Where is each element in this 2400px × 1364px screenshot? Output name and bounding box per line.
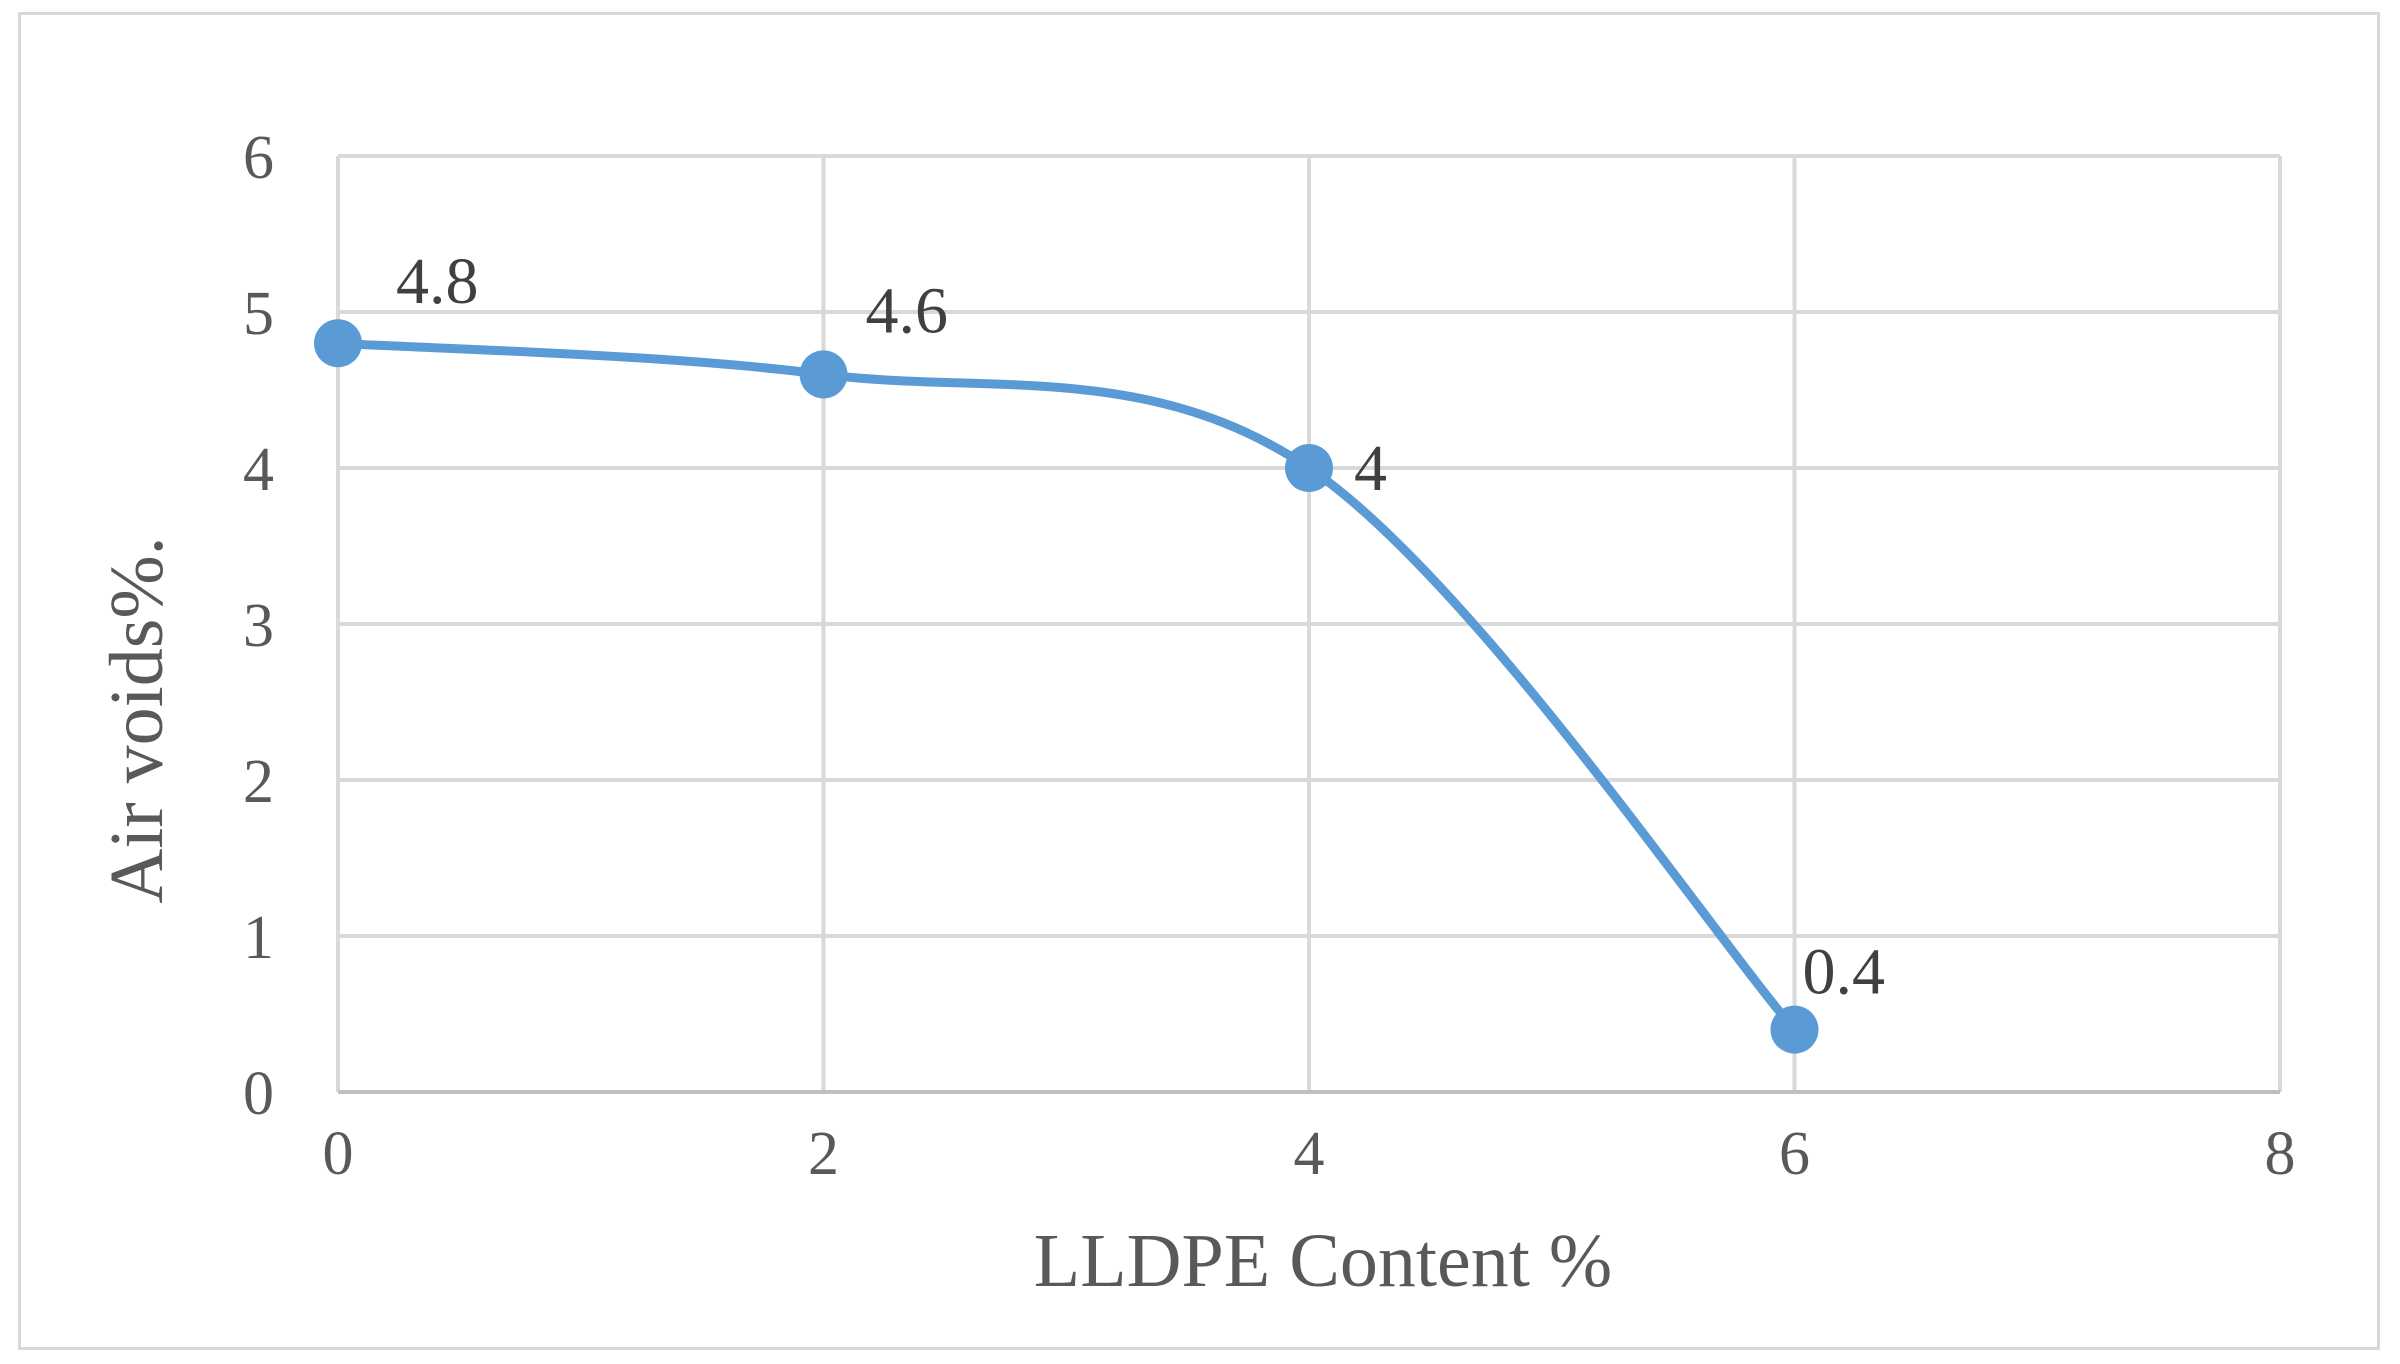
y-tick-label: 3 — [243, 592, 274, 660]
y-tick-label: 4 — [243, 436, 274, 504]
series-line — [333, 338, 1799, 1035]
data-label: 4.8 — [396, 245, 479, 318]
data-label: 4 — [1354, 432, 1387, 505]
x-tick-label: 2 — [808, 1120, 839, 1188]
y-tick-label: 1 — [243, 904, 274, 972]
data-point — [1285, 444, 1333, 492]
x-axis-tick-labels: 0 2 4 6 8 — [323, 1120, 2296, 1188]
y-tick-label: 5 — [243, 280, 274, 348]
chart-area — [18, 12, 2380, 1350]
data-markers — [314, 319, 1819, 1054]
x-tick-label: 0 — [323, 1120, 354, 1188]
y-tick-label: 2 — [243, 748, 274, 816]
x-tick-label: 4 — [1294, 1120, 1325, 1188]
y-tick-label: 6 — [243, 124, 274, 192]
data-label: 0.4 — [1803, 936, 1886, 1009]
x-tick-label: 8 — [2265, 1120, 2296, 1188]
gridlines — [336, 154, 2282, 1094]
y-axis-tick-labels: 0 1 2 3 4 5 6 — [243, 124, 274, 1128]
data-point — [314, 319, 362, 368]
x-axis-title: LLDPE Content % — [1034, 1219, 1612, 1303]
y-tick-label: 0 — [243, 1060, 274, 1128]
y-axis-title: Air voids%. — [95, 536, 179, 903]
data-labels: 4.8 4.6 4 0.4 — [396, 245, 1885, 1008]
x-tick-label: 6 — [1779, 1120, 1810, 1188]
data-point — [1770, 1005, 1819, 1054]
data-point — [799, 350, 848, 399]
data-label: 4.6 — [866, 274, 949, 347]
